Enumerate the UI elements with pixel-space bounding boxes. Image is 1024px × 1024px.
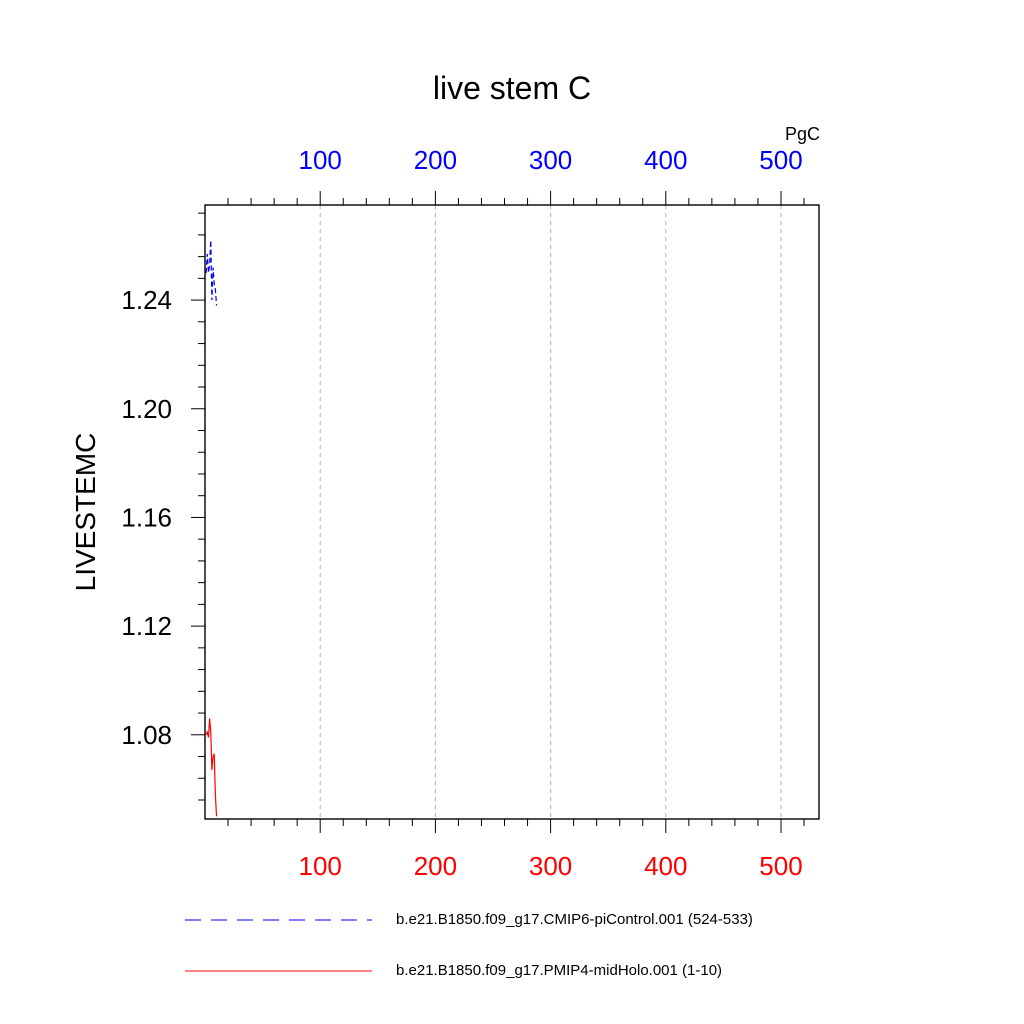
y-tick-label: 1.20 [121, 394, 172, 424]
plot-frame [204, 204, 820, 820]
grid-lines [319, 205, 782, 819]
x-tick-label-top: 200 [414, 145, 457, 175]
y-tick-label: 1.24 [121, 285, 172, 315]
y-tick-label: 1.12 [121, 611, 172, 641]
x-tick-label-bottom: 500 [759, 851, 802, 881]
x-tick-label-top: 100 [299, 145, 342, 175]
legend-label-picontrol: b.e21.B1850.f09_g17.CMIP6-piControl.001 … [396, 911, 753, 928]
legend-label-midholo: b.e21.B1850.f09_g17.PMIP4-midHolo.001 (1… [396, 962, 723, 979]
series-line-picontrol [205, 240, 218, 306]
x-tick-label-top: 500 [759, 145, 802, 175]
y-axis-label: LIVESTEMC [70, 433, 101, 592]
series-line-midholo [205, 718, 218, 817]
y-tick-label: 1.16 [121, 502, 172, 532]
x-tick-label-bottom: 100 [299, 851, 342, 881]
x-tick-label-bottom: 200 [414, 851, 457, 881]
chart-title: live stem C [433, 70, 591, 106]
series-lines [205, 240, 218, 817]
x-tick-label-top: 300 [529, 145, 572, 175]
unit-label: PgC [785, 124, 820, 144]
legend [185, 919, 372, 972]
x-tick-label-bottom: 300 [529, 851, 572, 881]
x-tick-label-top: 400 [644, 145, 687, 175]
x-tick-label-bottom: 400 [644, 851, 687, 881]
y-tick-label: 1.08 [121, 720, 172, 750]
axis-ticks: 100 100 200 200 300 300 400 400 500 500 1.24 1.20 1.… [121, 145, 805, 881]
